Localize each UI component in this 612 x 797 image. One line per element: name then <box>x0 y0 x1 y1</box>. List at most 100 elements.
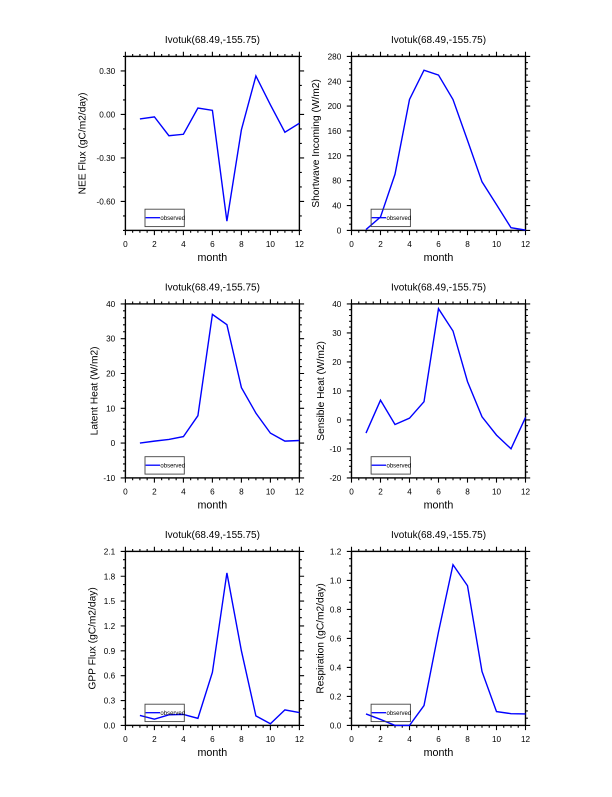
svg-text:Sensible Heat (W/m2): Sensible Heat (W/m2) <box>316 341 327 441</box>
svg-text:Ivotuk(68.49,-155.75): Ivotuk(68.49,-155.75) <box>391 35 486 46</box>
svg-text:6: 6 <box>210 240 215 249</box>
svg-text:0: 0 <box>349 240 354 249</box>
svg-text:Ivotuk(68.49,-155.75): Ivotuk(68.49,-155.75) <box>165 35 260 46</box>
svg-text:2: 2 <box>378 240 383 249</box>
svg-text:month: month <box>198 252 228 264</box>
svg-text:Ivotuk(68.49,-155.75): Ivotuk(68.49,-155.75) <box>165 283 260 294</box>
svg-text:0.9: 0.9 <box>104 647 116 656</box>
svg-text:200: 200 <box>328 102 342 111</box>
svg-text:month: month <box>198 747 228 759</box>
svg-text:0.6: 0.6 <box>330 634 342 643</box>
svg-text:observed: observed <box>387 711 412 717</box>
svg-text:30: 30 <box>332 329 342 338</box>
svg-text:month: month <box>424 500 454 512</box>
svg-text:month: month <box>424 747 454 759</box>
svg-text:40: 40 <box>332 202 342 211</box>
svg-text:1.5: 1.5 <box>104 597 116 606</box>
svg-text:8: 8 <box>465 488 470 497</box>
svg-text:160: 160 <box>328 127 342 136</box>
svg-text:Latent Heat (W/m2): Latent Heat (W/m2) <box>90 346 101 435</box>
svg-text:12: 12 <box>521 735 531 744</box>
svg-text:Ivotuk(68.49,-155.75): Ivotuk(68.49,-155.75) <box>391 283 486 294</box>
svg-text:0.0: 0.0 <box>104 721 116 730</box>
svg-text:-0.60: -0.60 <box>97 197 116 206</box>
svg-text:0.3: 0.3 <box>104 697 116 706</box>
svg-text:6: 6 <box>210 735 215 744</box>
svg-text:0.30: 0.30 <box>99 67 115 76</box>
svg-text:0.6: 0.6 <box>104 672 116 681</box>
svg-text:12: 12 <box>295 735 305 744</box>
svg-text:NEE Flux (gC/m2/day): NEE Flux (gC/m2/day) <box>78 92 89 194</box>
svg-text:20: 20 <box>332 358 342 367</box>
svg-text:1.8: 1.8 <box>104 572 116 581</box>
svg-text:0: 0 <box>337 226 342 235</box>
svg-text:40: 40 <box>332 300 342 309</box>
svg-text:observed: observed <box>387 216 412 222</box>
svg-text:-20: -20 <box>329 474 341 483</box>
svg-text:0: 0 <box>123 735 128 744</box>
svg-text:0: 0 <box>123 488 128 497</box>
svg-text:observed: observed <box>387 464 412 470</box>
svg-text:observed: observed <box>160 464 185 470</box>
svg-text:6: 6 <box>436 735 441 744</box>
svg-text:GPP Flux (gC/m2/day): GPP Flux (gC/m2/day) <box>88 587 99 689</box>
svg-text:10: 10 <box>332 387 342 396</box>
svg-text:10: 10 <box>106 404 116 413</box>
svg-text:Shortwave Incoming (W/m2): Shortwave Incoming (W/m2) <box>311 79 322 208</box>
svg-text:6: 6 <box>210 488 215 497</box>
svg-text:0.4: 0.4 <box>330 663 342 672</box>
svg-text:0: 0 <box>111 439 116 448</box>
svg-text:4: 4 <box>181 735 186 744</box>
svg-text:Ivotuk(68.49,-155.75): Ivotuk(68.49,-155.75) <box>391 530 486 541</box>
svg-text:40: 40 <box>106 300 116 309</box>
svg-text:4: 4 <box>181 488 186 497</box>
svg-text:80: 80 <box>332 177 342 186</box>
svg-text:0: 0 <box>349 735 354 744</box>
svg-text:observed: observed <box>160 711 185 717</box>
svg-text:4: 4 <box>407 488 412 497</box>
svg-text:2.1: 2.1 <box>104 547 116 556</box>
svg-text:10: 10 <box>266 735 276 744</box>
svg-text:8: 8 <box>239 488 244 497</box>
svg-text:6: 6 <box>436 488 441 497</box>
svg-text:0: 0 <box>123 240 128 249</box>
svg-text:10: 10 <box>492 735 502 744</box>
svg-text:0.0: 0.0 <box>330 721 342 730</box>
svg-text:Respiration (gC/m2/day): Respiration (gC/m2/day) <box>316 583 327 693</box>
svg-text:1.2: 1.2 <box>104 622 116 631</box>
svg-text:Ivotuk(68.49,-155.75): Ivotuk(68.49,-155.75) <box>165 530 260 541</box>
svg-text:1.2: 1.2 <box>330 547 342 556</box>
svg-text:month: month <box>198 500 228 512</box>
svg-text:10: 10 <box>492 488 502 497</box>
svg-text:8: 8 <box>465 240 470 249</box>
svg-text:1.0: 1.0 <box>330 576 342 585</box>
svg-text:4: 4 <box>407 735 412 744</box>
svg-text:12: 12 <box>521 488 531 497</box>
svg-text:8: 8 <box>239 240 244 249</box>
svg-text:20: 20 <box>106 370 116 379</box>
svg-text:0.8: 0.8 <box>330 605 342 614</box>
svg-text:12: 12 <box>295 240 305 249</box>
svg-text:12: 12 <box>521 240 531 249</box>
svg-text:4: 4 <box>181 240 186 249</box>
svg-text:-0.30: -0.30 <box>97 154 116 163</box>
svg-text:8: 8 <box>465 735 470 744</box>
svg-text:observed: observed <box>160 216 185 222</box>
svg-text:0: 0 <box>349 488 354 497</box>
svg-text:10: 10 <box>266 240 276 249</box>
svg-text:2: 2 <box>152 735 157 744</box>
svg-text:8: 8 <box>239 735 244 744</box>
svg-text:6: 6 <box>436 240 441 249</box>
svg-text:12: 12 <box>295 488 305 497</box>
svg-text:month: month <box>424 252 454 264</box>
svg-text:0: 0 <box>337 416 342 425</box>
svg-text:10: 10 <box>266 488 276 497</box>
svg-text:2: 2 <box>152 488 157 497</box>
svg-text:2: 2 <box>152 240 157 249</box>
svg-text:2: 2 <box>378 488 383 497</box>
svg-text:2: 2 <box>378 735 383 744</box>
svg-text:0.2: 0.2 <box>330 692 342 701</box>
svg-text:4: 4 <box>407 240 412 249</box>
svg-text:-10: -10 <box>329 445 341 454</box>
svg-text:-10: -10 <box>103 474 115 483</box>
